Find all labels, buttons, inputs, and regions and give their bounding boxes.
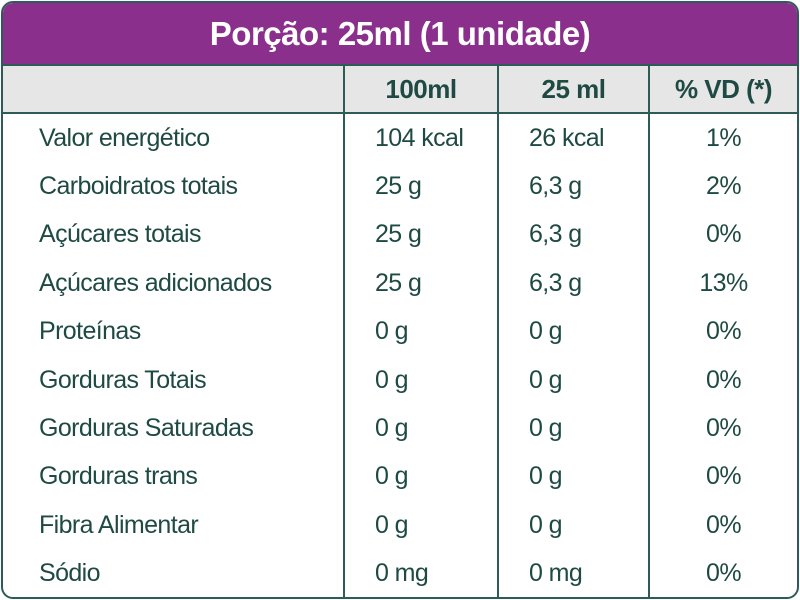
nutrient-label: Açúcares adicionados — [39, 268, 272, 297]
nutrient-value: 0% — [648, 452, 797, 502]
nutrient-value: 0 g — [497, 404, 649, 453]
nutrient-value: 1% — [648, 113, 797, 163]
table-row: Carboidratos totais 25 g 6,3 g 2% — [3, 162, 797, 211]
nutrient-value: 0% — [648, 501, 797, 550]
header-row: 100ml 25 ml% VD (*) — [3, 66, 797, 114]
nutrient-label: Gorduras Saturadas — [39, 414, 254, 443]
table-body: Valor energético 104 kcal 26 kcal 1% Carboid… — [3, 113, 797, 597]
nutrient-value: 0% — [648, 355, 797, 405]
nutrient-value: 6,3 g — [497, 210, 649, 260]
nutrient-value: 0 g — [343, 452, 498, 502]
nutrient-value: 25 g — [343, 162, 498, 211]
nutrient-label: Carboidratos totais — [39, 172, 238, 201]
nutrient-value: 0 g — [497, 307, 649, 356]
nutrient-value: 25 g — [343, 210, 498, 260]
nutrient-label: Açúcares totais — [39, 220, 202, 249]
table-row: Sódio 0 mg 0 mg 0% — [3, 549, 797, 597]
nutrient-label: Sódio — [39, 559, 101, 588]
nutrient-value: 0% — [648, 307, 797, 356]
nutrient-label: Fibra Alimentar — [39, 510, 199, 539]
nutrient-value: 26 kcal — [497, 113, 649, 163]
nutrient-value: 0 g — [343, 501, 498, 550]
nutrient-value: 0 g — [497, 355, 649, 405]
nutrient-value: 0 g — [497, 501, 649, 550]
nutrient-value: 25 g — [343, 259, 498, 308]
nutrient-value: 104 kcal — [343, 113, 498, 163]
nutrient-value: 0 g — [343, 355, 498, 405]
column-header: 25 ml — [497, 66, 649, 114]
nutrient-value: 0% — [648, 210, 797, 260]
nutrient-value: 6,3 g — [497, 162, 649, 211]
table-row: Açúcares totais 25 g 6,3 g 0% — [3, 210, 797, 260]
nutrient-label: Valor energético — [39, 123, 210, 152]
nutrient-value: 0 g — [343, 404, 498, 453]
table-row: Açúcares adicionados 25 g 6,3 g 13% — [3, 259, 797, 308]
nutrient-value: 0 mg — [497, 549, 649, 597]
nutrient-value: 2% — [648, 162, 797, 211]
column-header: 100ml — [343, 66, 498, 114]
nutrient-label: Gorduras trans — [39, 462, 198, 491]
column-header: % VD (*) — [648, 66, 797, 114]
nutrient-value: 0 mg — [343, 549, 498, 597]
nutrient-label: Proteínas — [39, 317, 141, 346]
nutrient-value: 0% — [648, 404, 797, 453]
nutrient-value: 0% — [648, 549, 797, 597]
table-title: Porção: 25ml (1 unidade) — [3, 3, 797, 66]
nutrient-value: 0 g — [343, 307, 498, 356]
nutrient-value: 0 g — [497, 452, 649, 502]
header-cell — [3, 66, 344, 114]
nutrient-label: Gorduras Totais — [39, 365, 207, 394]
nutrient-value: 6,3 g — [497, 259, 649, 308]
table: 100ml 25 ml% VD (*) Valor energético 104 k… — [3, 66, 797, 597]
table-row: Valor energético 104 kcal 26 kcal 1% — [3, 113, 797, 163]
nutrient-value: 13% — [648, 259, 797, 308]
